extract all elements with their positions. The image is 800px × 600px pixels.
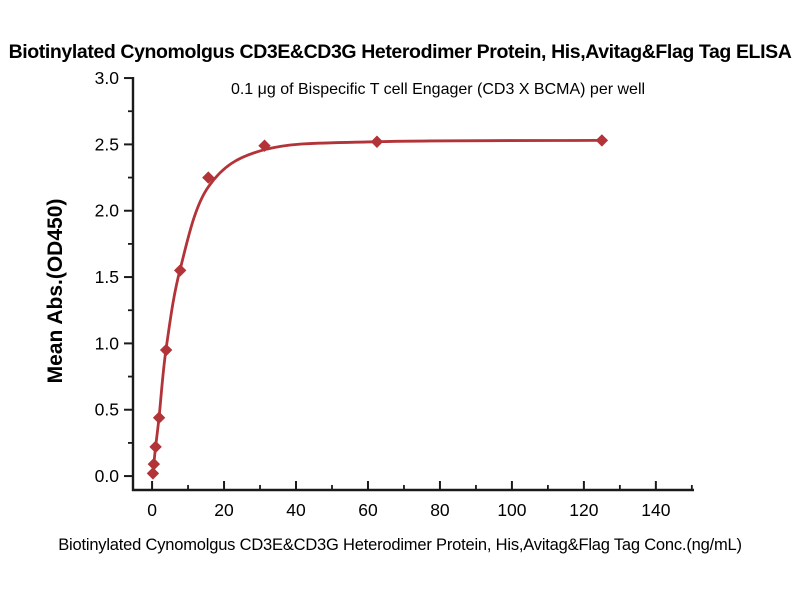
y-tick-label: 2.5 xyxy=(95,134,119,154)
y-tick-label: 2.0 xyxy=(95,201,120,221)
y-tick-label: 1.0 xyxy=(95,333,120,353)
chart-title: Biotinylated Cynomolgus CD3E&CD3G Hetero… xyxy=(8,41,792,63)
data-point-marker xyxy=(258,139,271,152)
data-point-marker xyxy=(202,171,215,184)
data-point-marker xyxy=(147,457,161,471)
x-tick-label: 0 xyxy=(147,500,157,520)
data-point-marker xyxy=(370,135,384,148)
fit-curve xyxy=(151,139,604,475)
data-point-marker xyxy=(149,440,162,454)
data-point-marker xyxy=(595,134,609,147)
x-tick-label: 20 xyxy=(214,500,234,520)
x-tick-label: 80 xyxy=(430,500,450,520)
chart-subtitle: 0.1 μg of Bispecific T cell Engager (CD3… xyxy=(230,81,646,98)
data-point-marker xyxy=(146,467,160,480)
data-point-marker xyxy=(152,411,166,424)
x-tick-label: 100 xyxy=(497,500,526,520)
x-tick-label: 60 xyxy=(358,500,378,520)
x-tick-label: 140 xyxy=(641,500,670,520)
y-tick-label: 0.0 xyxy=(95,466,120,486)
data-point-marker xyxy=(159,343,173,357)
y-tick-label: 3.0 xyxy=(95,68,120,88)
x-tick-label: 120 xyxy=(569,500,598,520)
x-axis-title: Biotinylated Cynomolgus CD3E&CD3G Hetero… xyxy=(58,536,742,554)
axis-lines xyxy=(131,77,694,492)
data-point-marker xyxy=(173,264,187,277)
y-tick-label: 1.5 xyxy=(95,267,119,287)
x-tick-label: 40 xyxy=(286,500,306,520)
y-tick-label: 0.5 xyxy=(95,400,119,420)
